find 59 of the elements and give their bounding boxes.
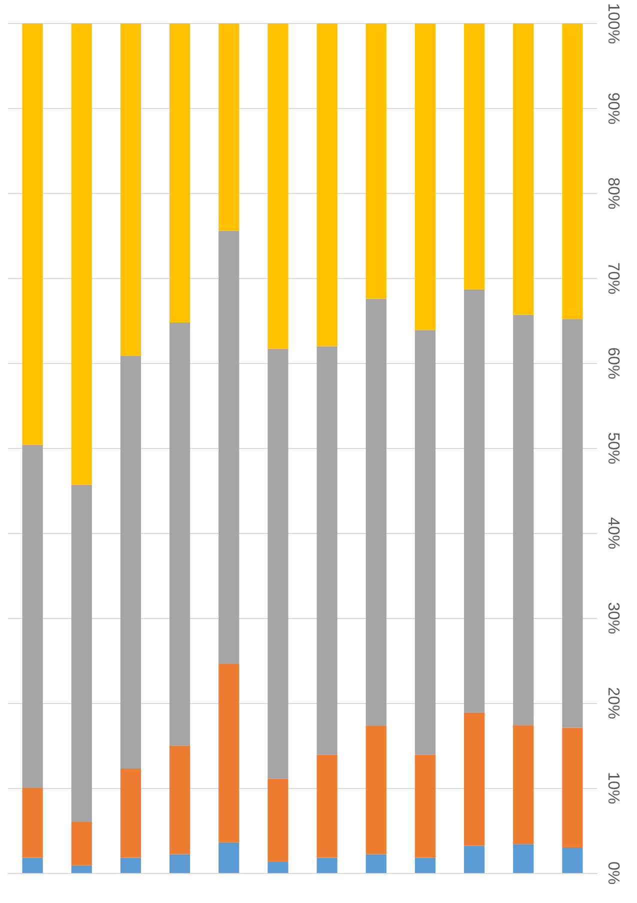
bar xyxy=(414,858,436,873)
bar xyxy=(268,862,288,873)
y-tick-label: 50% xyxy=(604,432,622,464)
bar xyxy=(218,664,240,842)
bar xyxy=(513,844,534,873)
bar xyxy=(366,854,386,873)
bar xyxy=(513,23,534,315)
bar xyxy=(71,865,92,873)
bar xyxy=(464,289,485,712)
y-tick-label: 60% xyxy=(604,347,622,380)
bar xyxy=(366,23,386,299)
bar xyxy=(218,23,240,231)
bar xyxy=(562,319,583,728)
bar xyxy=(562,848,583,873)
y-tick-label: 30% xyxy=(604,602,622,634)
bar xyxy=(268,23,288,349)
y-tick-label: 0% xyxy=(604,861,622,885)
bar xyxy=(268,778,288,862)
bar xyxy=(366,298,386,726)
bar xyxy=(120,768,142,858)
bar xyxy=(22,858,43,873)
bar xyxy=(71,484,92,822)
bar xyxy=(316,346,338,755)
bar xyxy=(22,444,43,788)
y-tick-label: 20% xyxy=(604,687,622,720)
bar xyxy=(562,728,583,848)
bar xyxy=(513,314,534,726)
bar xyxy=(562,23,583,320)
bar xyxy=(464,712,485,846)
bar xyxy=(120,858,142,873)
bar xyxy=(169,746,190,854)
y-tick-label: 70% xyxy=(604,262,622,294)
bar xyxy=(218,842,240,873)
bar xyxy=(22,23,43,445)
bar xyxy=(120,23,142,356)
y-tick-label: 10% xyxy=(604,772,622,804)
bar xyxy=(71,822,92,866)
bar xyxy=(316,858,338,873)
y-tick-label: 80% xyxy=(604,177,622,210)
bar xyxy=(464,23,485,290)
bar xyxy=(316,754,338,858)
bar xyxy=(414,754,436,858)
y-tick-label: 100% xyxy=(604,3,622,44)
bar xyxy=(169,322,190,746)
bar xyxy=(218,230,240,664)
bar xyxy=(169,854,190,873)
bar xyxy=(414,23,436,330)
y-tick-label: 90% xyxy=(604,92,622,124)
bar xyxy=(22,788,43,858)
y-tick-label: 40% xyxy=(604,517,622,550)
bar xyxy=(414,330,436,755)
bar xyxy=(366,726,386,854)
bar xyxy=(464,846,485,873)
bar xyxy=(169,23,190,322)
bar xyxy=(268,348,288,779)
bar xyxy=(513,725,534,844)
bar xyxy=(120,356,142,769)
bar xyxy=(71,23,92,485)
bar xyxy=(316,23,338,346)
